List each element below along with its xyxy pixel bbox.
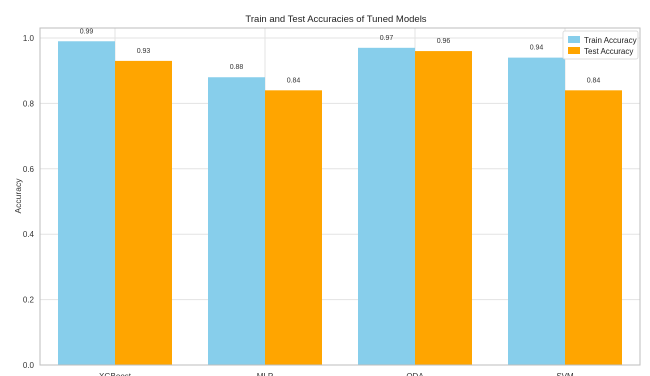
plot-border	[39, 27, 641, 366]
bar-mlp-test	[265, 90, 322, 365]
y-tick-label: 0.8	[23, 99, 35, 108]
y-tick-label: 0.4	[23, 230, 35, 239]
bar-value-label: 0.97	[380, 35, 394, 42]
y-axis-label: Accuracy	[13, 178, 23, 214]
x-tick-label: MLP	[257, 372, 273, 376]
bar-mlp-train	[208, 77, 265, 366]
bar-value-label: 0.93	[137, 48, 151, 55]
bars	[58, 41, 622, 366]
chart-title: Train and Test Accuracies of Tuned Model…	[245, 14, 426, 25]
bar-value-label: 0.96	[437, 38, 451, 45]
bar-svm-train	[508, 57, 565, 366]
bar-qda-train	[358, 47, 415, 366]
bar-value-label: 0.94	[530, 45, 544, 52]
x-axis: XGBoost MLP QDA SVM	[99, 372, 574, 376]
bar-value-label: 0.99	[80, 28, 94, 35]
x-tick-label: XGBoost	[99, 372, 132, 376]
bar-svm-test	[565, 90, 622, 365]
legend[interactable]: Train Accuracy Test Accuracy	[562, 30, 639, 60]
x-tick-label: SVM	[556, 372, 574, 376]
y-axis: 0.0 0.2 0.4 0.6 0.8 1.0	[23, 34, 35, 370]
y-tick-label: 1.0	[23, 34, 35, 43]
y-tick-label: 0.0	[23, 361, 35, 370]
bar-xgboost-train	[58, 41, 115, 366]
y-tick-label: 0.6	[23, 165, 35, 174]
bar-value-label: 0.88	[230, 64, 244, 71]
plot-frame	[39, 27, 641, 366]
legend-swatch	[568, 47, 580, 54]
legend-entry-label[interactable]: Train Accuracy	[584, 36, 637, 45]
legend-box	[562, 30, 639, 60]
bar-value-label: 0.84	[287, 77, 301, 84]
bar-value-label: 0.84	[587, 77, 601, 84]
x-tick-label: QDA	[406, 372, 424, 376]
value-labels: 0.99 0.93 0.88 0.84 0.97 0.96 0.94 0.84	[80, 28, 601, 84]
legend-entry-label[interactable]: Test Accuracy	[584, 47, 633, 56]
y-tick-label: 0.2	[23, 296, 35, 305]
legend-swatch	[568, 36, 580, 43]
bar-qda-test	[415, 51, 472, 366]
bar-xgboost-test	[115, 60, 172, 365]
